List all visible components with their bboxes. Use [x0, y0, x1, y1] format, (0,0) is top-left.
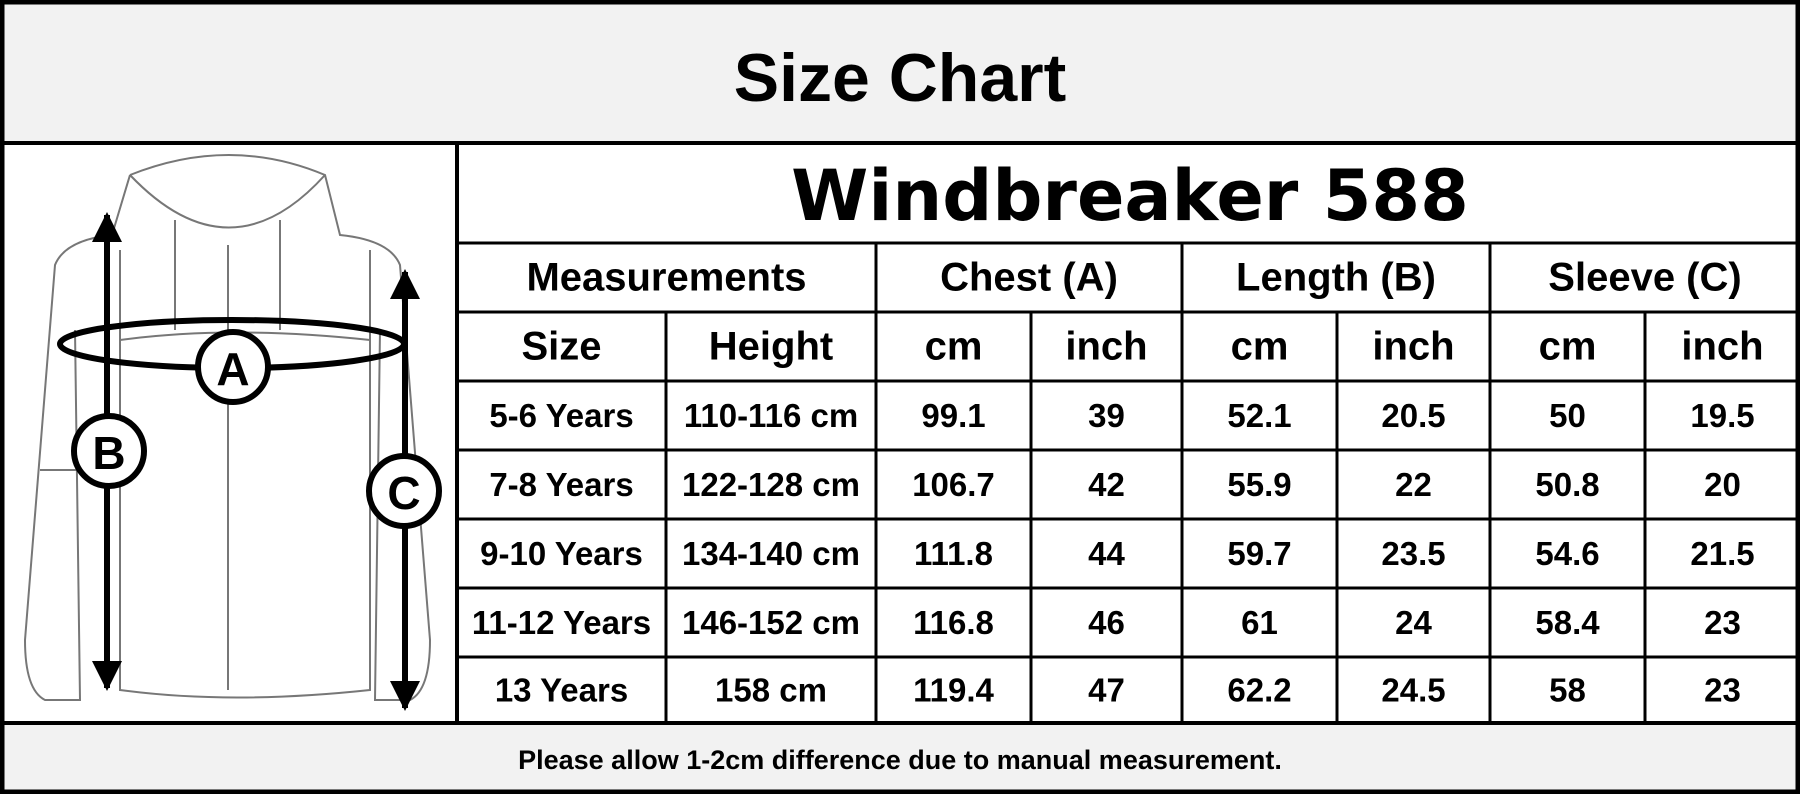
- column-header: inch: [1372, 325, 1454, 369]
- group-header: Length (B): [1236, 256, 1436, 300]
- table-cell: 54.6: [1535, 535, 1599, 572]
- table-cell: 110-116 cm: [684, 397, 858, 434]
- group-header: Sleeve (C): [1548, 256, 1741, 300]
- table-cell: 21.5: [1690, 535, 1754, 572]
- table-cell: 146-152 cm: [682, 604, 860, 641]
- title: Size Chart: [734, 40, 1067, 116]
- diagram-label: C: [387, 467, 420, 519]
- group-header: Chest (A): [940, 256, 1118, 300]
- table-cell: 47: [1088, 672, 1125, 709]
- table-cell: 59.7: [1227, 535, 1291, 572]
- diagram-label: B: [92, 427, 125, 479]
- product-name: Windbreaker 588: [791, 155, 1469, 237]
- table-cell: 116.8: [913, 604, 994, 641]
- table-cell: 5-6 Years: [489, 397, 633, 434]
- column-header: inch: [1065, 325, 1147, 369]
- footer-note: Please allow 1-2cm difference due to man…: [518, 745, 1282, 775]
- table-cell: 22: [1395, 466, 1432, 503]
- table-cell: 55.9: [1227, 466, 1291, 503]
- table-cell: 19.5: [1690, 397, 1754, 434]
- table-cell: 61: [1241, 604, 1278, 641]
- column-header: Height: [709, 325, 833, 369]
- table-cell: 9-10 Years: [480, 535, 643, 572]
- footer-band: [0, 723, 1800, 794]
- table-cell: 39: [1088, 397, 1125, 434]
- table-cell: 134-140 cm: [682, 535, 860, 572]
- column-header: inch: [1681, 325, 1763, 369]
- table-cell: 23: [1704, 672, 1741, 709]
- table-cell: 24.5: [1381, 672, 1445, 709]
- table-cell: 44: [1088, 535, 1125, 572]
- table-cell: 52.1: [1227, 397, 1291, 434]
- table-cell: 7-8 Years: [489, 466, 633, 503]
- column-header: cm: [1231, 325, 1289, 369]
- table-cell: 122-128 cm: [682, 466, 860, 503]
- column-header: cm: [925, 325, 983, 369]
- title-band: [0, 0, 1800, 143]
- table-cell: 20: [1704, 466, 1741, 503]
- table-cell: 158 cm: [715, 672, 827, 709]
- table-cell: 58.4: [1535, 604, 1600, 641]
- table-cell: 119.4: [913, 672, 994, 709]
- table-cell: 50: [1549, 397, 1586, 434]
- table-cell: 42: [1088, 466, 1125, 503]
- table-cell: 23: [1704, 604, 1741, 641]
- table-cell: 46: [1088, 604, 1125, 641]
- diagram-label: A: [216, 343, 249, 395]
- jacket-sketch: A B C: [23, 154, 442, 711]
- table-cell: 111.8: [914, 535, 993, 572]
- table-cell: 20.5: [1381, 397, 1445, 434]
- table-cell: 23.5: [1381, 535, 1445, 572]
- column-header: Size: [521, 325, 601, 369]
- table-cell: 58: [1549, 672, 1586, 709]
- column-header: cm: [1539, 325, 1597, 369]
- table-cell: 62.2: [1227, 672, 1291, 709]
- table-cell: 106.7: [912, 466, 995, 503]
- table-cell: 24: [1395, 604, 1432, 641]
- table-cell: 13 Years: [495, 672, 628, 709]
- group-header: Measurements: [526, 256, 806, 300]
- table-cell: 50.8: [1535, 466, 1599, 503]
- table-cell: 11-12 Years: [472, 604, 651, 641]
- table-cell: 99.1: [921, 397, 985, 434]
